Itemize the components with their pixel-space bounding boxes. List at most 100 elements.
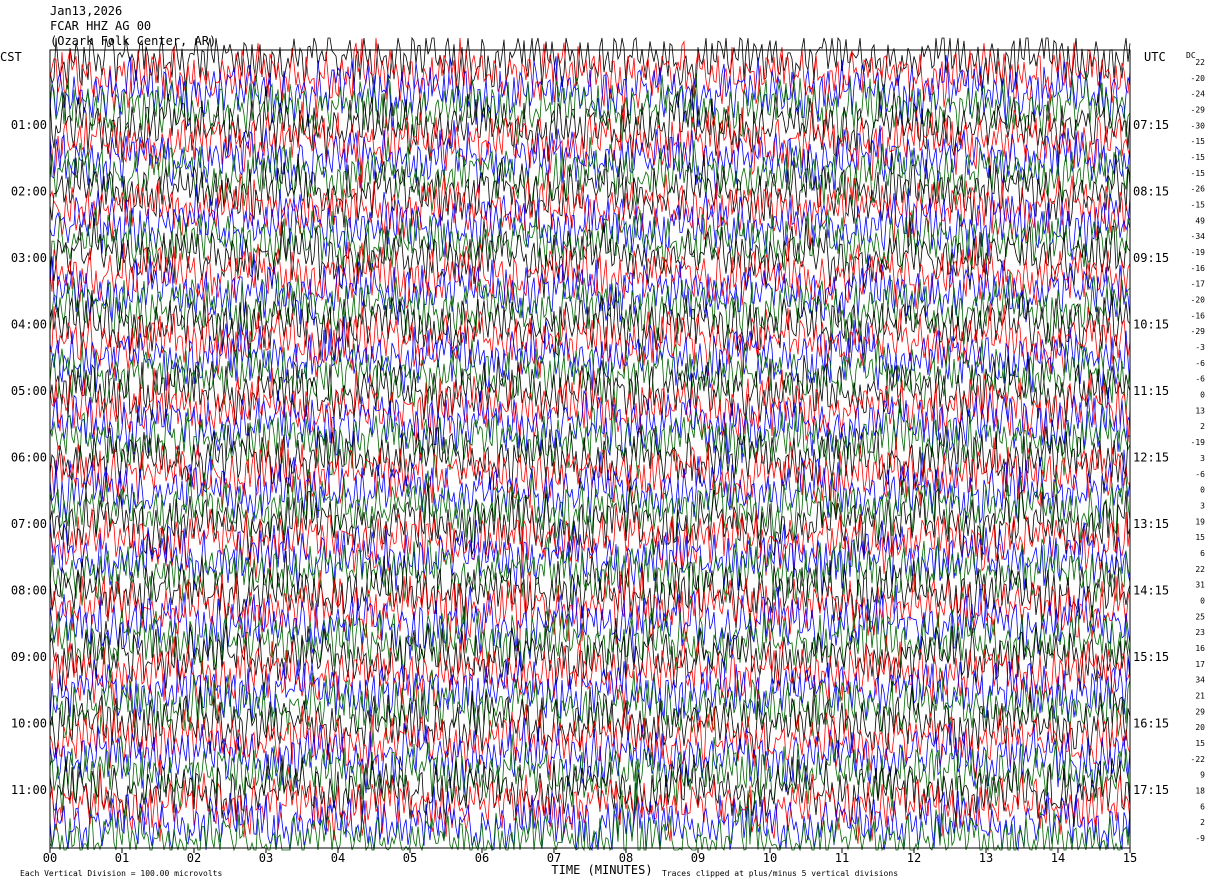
dc-offset-34: 0	[1200, 596, 1205, 605]
x-tick-label-13: 13	[979, 851, 993, 865]
dc-offset-2: -24	[1191, 90, 1206, 99]
right-time-label-6: 13:15	[1133, 517, 1169, 531]
x-tick-label-03: 03	[259, 851, 273, 865]
clipping-note: Traces clipped at plus/minus 5 vertical …	[662, 869, 898, 878]
dc-offset-40: 21	[1195, 691, 1205, 700]
trace-row-34	[49, 582, 1131, 663]
trace-row-11	[49, 206, 1131, 281]
trace-row-44	[49, 754, 1131, 827]
trace-row-16	[49, 287, 1131, 363]
trace-row-47	[49, 761, 1131, 852]
dc-offset-12: -19	[1191, 248, 1206, 257]
left-time-label-6: 07:00	[11, 517, 47, 531]
dc-offset-8: -26	[1191, 185, 1206, 194]
dc-offset-0: 22	[1195, 58, 1205, 67]
trace-row-4	[49, 85, 1131, 163]
trace-row-36	[49, 617, 1131, 695]
trace-layer	[49, 36, 1131, 852]
trace-row-5	[49, 101, 1131, 183]
dc-offset-38: 17	[1195, 660, 1205, 669]
trace-row-3	[49, 72, 1131, 145]
trace-row-0	[49, 36, 1131, 96]
right-time-label-7: 14:15	[1133, 583, 1169, 597]
x-tick-label-11: 11	[835, 851, 849, 865]
dc-offset-24: -19	[1191, 438, 1206, 447]
x-tick-label-00: 00	[43, 851, 57, 865]
x-tick-label-05: 05	[403, 851, 417, 865]
dc-offset-36: 23	[1195, 628, 1205, 637]
x-tick-label-02: 02	[187, 851, 201, 865]
x-tick-label-04: 04	[331, 851, 345, 865]
dc-offset-49: -9	[1195, 834, 1205, 843]
trace-row-14	[49, 253, 1131, 326]
dc-offset-31: 6	[1200, 549, 1205, 558]
dc-offset-7: -15	[1191, 169, 1206, 178]
dc-offset-10: 49	[1195, 216, 1205, 225]
trace-row-6	[49, 120, 1131, 200]
dc-offset-44: -22	[1191, 755, 1206, 764]
dc-offset-46: 18	[1195, 786, 1205, 795]
trace-row-19	[49, 336, 1131, 415]
trace-row-28	[49, 484, 1131, 561]
trace-row-7	[49, 136, 1131, 212]
right-time-label-2: 09:15	[1133, 251, 1169, 265]
dc-offset-37: 16	[1195, 644, 1205, 653]
x-tick-label-15: 15	[1123, 851, 1137, 865]
right-time-label-3: 10:15	[1133, 317, 1169, 331]
dc-offset-28: 3	[1200, 501, 1205, 510]
x-tick-label-06: 06	[475, 851, 489, 865]
dc-offset-45: 9	[1200, 771, 1205, 780]
x-axis-title: TIME (MINUTES)	[551, 863, 652, 877]
dc-offset-14: -17	[1191, 280, 1206, 289]
dc-offset-16: -16	[1191, 311, 1206, 320]
dc-offset-6: -15	[1191, 153, 1206, 162]
left-time-label-2: 03:00	[11, 251, 47, 265]
station-location: (Ozark Folk Center, AR)	[50, 34, 217, 48]
dc-offset-4: -30	[1191, 121, 1206, 130]
x-tick-label-12: 12	[907, 851, 921, 865]
dc-offset-29: 19	[1195, 517, 1205, 526]
plot-frame	[49, 49, 1131, 849]
dc-offset-33: 31	[1195, 581, 1205, 590]
trace-row-31	[49, 536, 1131, 610]
trace-row-33	[49, 527, 1131, 653]
left-time-label-3: 04:00	[11, 317, 47, 331]
dc-offset-3: -29	[1191, 106, 1206, 115]
dc-offset-47: 6	[1200, 802, 1205, 811]
dc-offset-48: 2	[1200, 818, 1205, 827]
dc-offset-22: 13	[1195, 406, 1205, 415]
dc-offset-27: 0	[1200, 486, 1205, 495]
trace-row-8	[49, 151, 1131, 228]
trace-row-27	[49, 469, 1131, 546]
trace-row-32	[49, 550, 1131, 629]
right-time-label-9: 16:15	[1133, 716, 1169, 730]
trace-row-38	[49, 651, 1131, 722]
dc-title: DC	[1186, 51, 1196, 60]
dc-offset-26: -6	[1195, 470, 1205, 479]
trace-row-22	[49, 386, 1131, 464]
right-time-label-1: 08:15	[1133, 184, 1169, 198]
trace-row-24	[49, 421, 1131, 496]
trace-row-10	[49, 184, 1131, 262]
left-time-label-7: 08:00	[11, 583, 47, 597]
dc-offset-21: 0	[1200, 391, 1205, 400]
right-time-label-5: 12:15	[1133, 450, 1169, 464]
dc-offset-18: -3	[1195, 343, 1205, 352]
right-time-label-0: 07:15	[1133, 118, 1169, 132]
dc-offset-25: 3	[1200, 454, 1205, 463]
dc-offset-23: 2	[1200, 422, 1205, 431]
x-tick-label-07: 07	[547, 851, 561, 865]
dc-offset-19: -6	[1195, 359, 1205, 368]
dc-offset-35: 25	[1195, 612, 1205, 621]
right-axis-title: UTC	[1144, 50, 1166, 64]
trace-row-30	[49, 518, 1131, 597]
trace-row-12	[49, 216, 1131, 299]
left-time-label-0: 01:00	[11, 118, 47, 132]
dc-offset-42: 20	[1195, 723, 1205, 732]
left-axis-title: CST	[0, 50, 22, 64]
dc-offset-20: -6	[1195, 375, 1205, 384]
right-time-label-4: 11:15	[1133, 384, 1169, 398]
trace-row-2	[49, 54, 1131, 131]
left-time-label-5: 06:00	[11, 450, 47, 464]
